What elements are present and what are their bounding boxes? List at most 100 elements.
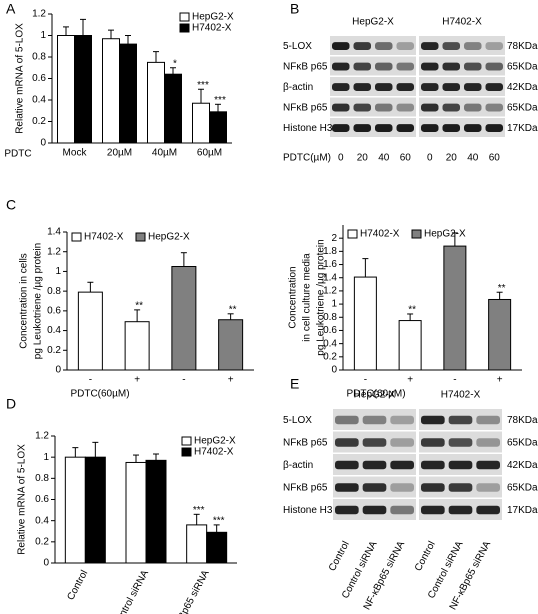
band (353, 103, 371, 112)
band (396, 103, 414, 112)
y-tick-label: 0.2 (35, 536, 49, 547)
bar (74, 35, 92, 144)
band (396, 42, 414, 50)
bar (147, 61, 165, 144)
legend-label: H7402-X (84, 232, 124, 243)
band (421, 103, 439, 112)
bar (57, 35, 75, 144)
legend-swatch (347, 229, 358, 239)
band (464, 124, 482, 132)
blot-strip (419, 56, 505, 76)
bar (164, 73, 182, 144)
band (335, 438, 359, 447)
blot-strip (330, 56, 416, 76)
band (335, 460, 359, 470)
y-tick-label: 0.6 (35, 494, 49, 505)
band (442, 62, 460, 71)
y-tick-label: 0.6 (323, 325, 337, 336)
bar (192, 102, 210, 144)
x-tick-label: NF-κBp65 siRNA (166, 568, 212, 614)
annotation: *** (214, 95, 226, 106)
size-label: 65KDa (507, 482, 538, 493)
band (485, 124, 503, 132)
blot-strip (419, 118, 505, 137)
band (448, 483, 473, 492)
size-label: 17KDa (507, 505, 538, 516)
band (332, 42, 350, 50)
y-axis-label: pg Leukotriene /µg protein (33, 243, 44, 359)
y-tick-label: 0.8 (35, 473, 49, 484)
legend-label: HepG2-X (424, 229, 466, 240)
size-label: 42KDa (507, 82, 538, 93)
y-tick-label: 1.6 (323, 259, 337, 270)
x-tick-label: - (182, 375, 185, 386)
band (332, 124, 350, 132)
band (421, 415, 445, 425)
x-tick-label: Control siRNA (112, 568, 152, 614)
band (353, 62, 371, 71)
panel-letter: A (6, 1, 16, 17)
annotation: ** (408, 305, 416, 316)
legend-swatch (411, 229, 422, 239)
band (476, 483, 500, 492)
lane-label: 20 (446, 153, 458, 164)
band (464, 103, 482, 112)
band (442, 42, 460, 50)
band (464, 83, 482, 91)
bar (119, 43, 137, 144)
band (375, 103, 393, 112)
band (464, 62, 482, 71)
size-label: 65KDa (507, 61, 538, 72)
bar (186, 524, 208, 564)
y-tick-label: 0 (43, 558, 49, 569)
y-tick-label: 0 (40, 138, 46, 149)
annotation: *** (193, 505, 205, 516)
legend-label: H7402-X (360, 229, 400, 240)
blot-strip (330, 77, 416, 96)
band (476, 505, 500, 515)
y-tick-label: 0.2 (32, 116, 46, 127)
band (362, 415, 387, 425)
bar (145, 459, 167, 564)
y-tick-label: 0.2 (323, 351, 337, 362)
x-axis-label: PDTC(60µM) (346, 389, 405, 400)
lane-label: 0 (427, 153, 433, 164)
y-tick-label: 0.8 (47, 286, 61, 297)
y-tick-label: 1 (40, 30, 46, 41)
size-label: 65KDa (507, 102, 538, 113)
legend-label: HepG2-X (192, 12, 234, 23)
band (485, 83, 503, 91)
y-tick-label: 1.8 (323, 246, 337, 257)
band (375, 42, 393, 50)
y-tick-label: 0.4 (323, 338, 337, 349)
band (335, 415, 359, 425)
x-tick-label: + (134, 375, 140, 386)
band (448, 460, 473, 470)
band (362, 460, 387, 470)
band (375, 124, 393, 132)
band (442, 83, 460, 91)
y-axis-label: Relative mRNA of 5-LOX (17, 444, 28, 555)
size-label: 65KDa (507, 437, 538, 448)
y-axis-label: Relative mRNA of 5-LOX (15, 23, 26, 134)
y-tick-label: 0.2 (47, 345, 61, 356)
row-label: NFκB p65 (283, 482, 328, 493)
bar (488, 298, 512, 371)
x-tick-label: 40µM (152, 148, 177, 159)
y-tick-label: 1.2 (32, 9, 46, 20)
band (421, 505, 445, 515)
band (396, 62, 414, 71)
panel-letter: D (6, 396, 16, 412)
row-label: β-actin (283, 82, 313, 93)
row-label: Histone H3 (283, 505, 333, 516)
panel-letter: C (6, 197, 16, 213)
x-axis-label: PDTC (4, 149, 31, 160)
y-tick-label: 1 (43, 452, 49, 463)
band (396, 83, 414, 91)
band (353, 83, 371, 91)
y-tick-label: 1.4 (47, 227, 61, 238)
legend-label: H7402-X (192, 23, 232, 34)
y-tick-label: 1.2 (323, 286, 337, 297)
band (442, 124, 460, 132)
row-label: NFκB p65 (283, 61, 328, 72)
